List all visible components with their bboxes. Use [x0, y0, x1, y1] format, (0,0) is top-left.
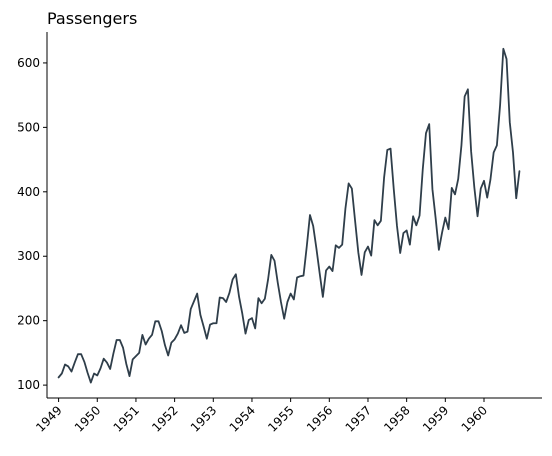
- x-tick-label: 1959: [420, 403, 451, 434]
- x-tick-label: 1951: [111, 403, 142, 434]
- y-tick-label: 300: [17, 249, 40, 263]
- x-axis-ticks: 1949 1950 1951 1952 1953 1954 1955 1956 1957 1958…: [33, 398, 490, 435]
- x-tick-label: 1953: [188, 403, 219, 434]
- chart-title: Passengers: [47, 9, 137, 28]
- x-tick-label: 1958: [381, 403, 412, 434]
- x-tick-label: 1954: [227, 403, 258, 434]
- x-tick-label: 1960: [459, 403, 490, 434]
- y-tick-label: 400: [17, 185, 40, 199]
- y-tick-label: 100: [17, 378, 40, 392]
- plot-area: [57, 47, 521, 384]
- x-tick-label: 1957: [343, 403, 374, 434]
- x-tick-label: 1956: [304, 403, 335, 434]
- x-tick-label: 1955: [265, 403, 296, 434]
- y-axis-ticks: 100 200 300 400 500 600: [17, 56, 47, 392]
- y-tick-label: 600: [17, 56, 40, 70]
- y-tick-label: 200: [17, 314, 40, 328]
- x-tick-label: 1949: [33, 403, 64, 434]
- y-tick-label: 500: [17, 120, 40, 134]
- x-tick-label: 1950: [72, 403, 103, 434]
- x-tick-label: 1952: [149, 403, 180, 434]
- series-line: [57, 47, 521, 384]
